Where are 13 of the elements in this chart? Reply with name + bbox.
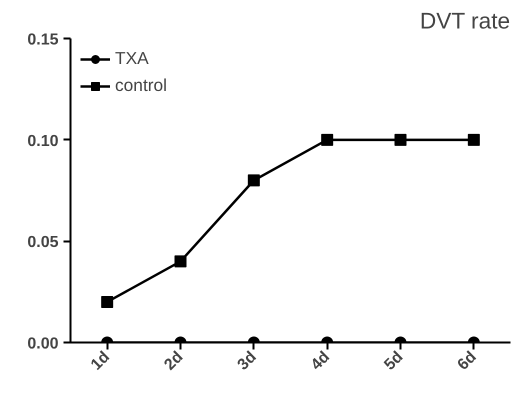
x-tick-label: 5d (381, 348, 407, 374)
x-tick-label: 3d (234, 348, 260, 374)
y-tick-label: 0.10 (27, 132, 59, 150)
x-tick-label: 2d (161, 348, 187, 374)
chart-title: DVT rate (420, 8, 510, 34)
y-tick-label: 0.15 (27, 32, 59, 48)
y-tick-label: 0.00 (27, 336, 59, 352)
x-tick-label: 6d (454, 348, 480, 374)
x-tick-label: 4d (308, 348, 334, 374)
legend-label: TXA (115, 48, 149, 69)
y-tick-label: 0.05 (27, 234, 59, 252)
legend-label: control (115, 75, 168, 96)
x-tick-label: 1d (88, 348, 114, 374)
